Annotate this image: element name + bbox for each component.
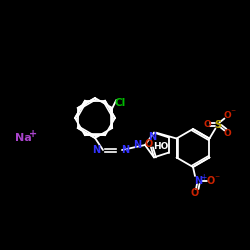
Text: Cl: Cl <box>114 98 126 108</box>
Text: ⁻: ⁻ <box>214 174 220 184</box>
Text: N: N <box>133 140 141 150</box>
Text: O: O <box>224 129 231 138</box>
Text: O: O <box>224 111 231 120</box>
Text: N: N <box>194 176 202 186</box>
Text: N: N <box>148 132 156 142</box>
Text: O: O <box>145 139 153 149</box>
Text: Na: Na <box>14 133 32 143</box>
Text: O: O <box>207 176 215 186</box>
Text: N: N <box>92 145 100 155</box>
Text: HO: HO <box>153 142 168 151</box>
Text: ⁻: ⁻ <box>230 108 235 118</box>
Text: O: O <box>191 188 199 198</box>
Text: O: O <box>204 120 211 129</box>
Text: +: + <box>200 174 206 182</box>
Text: N: N <box>121 145 129 155</box>
Text: +: + <box>29 129 37 139</box>
Text: S: S <box>214 120 221 130</box>
